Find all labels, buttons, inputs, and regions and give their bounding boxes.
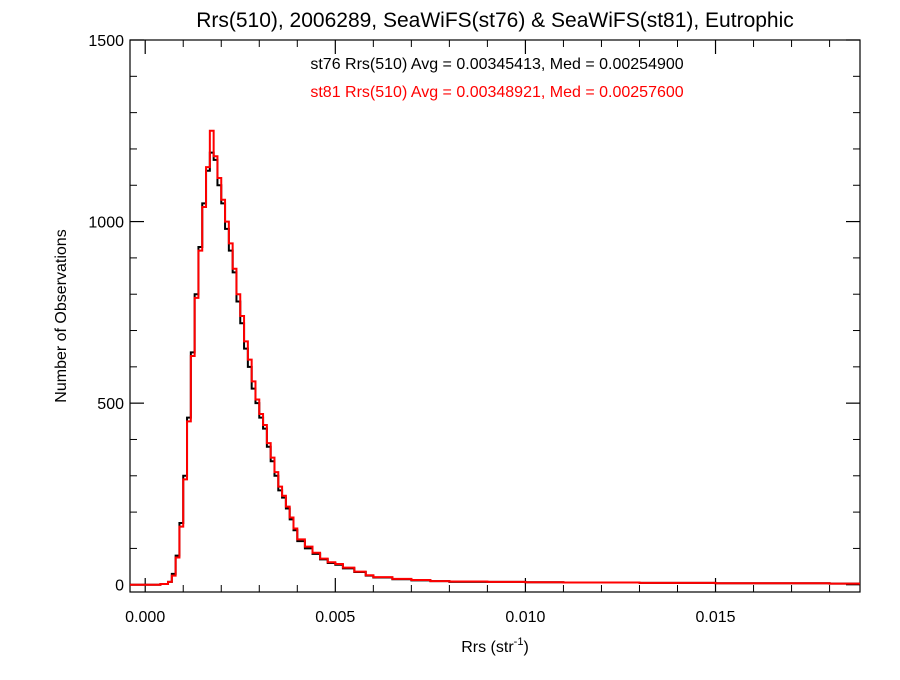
x-tick-label: 0.010 [505,609,545,626]
annotation-st76: st76 Rrs(510) Avg = 0.00345413, Med = 0.… [310,56,683,73]
y-tick-label: 0 [115,578,124,595]
annotation-st81: st81 Rrs(510) Avg = 0.00348921, Med = 0.… [310,84,683,101]
y-tick-label: 1500 [88,33,124,50]
x-tick-label: 0.015 [695,609,735,626]
series-line-st81 [130,129,860,586]
series-line-st76 [130,151,860,586]
chart-title: Rrs(510), 2006289, SeaWiFS(st76) & SeaWi… [196,9,794,32]
y-axis-label: Number of Observations [53,229,70,402]
y-tick-label: 500 [97,396,124,413]
x-axis-label-close: ) [523,639,528,656]
x-tick-label: 0.005 [315,609,355,626]
x-tick-label: 0.000 [125,609,165,626]
y-tick-label: 1000 [88,215,124,232]
x-axis: 0.000 0.005 0.010 0.015 [125,40,831,626]
series-layer [130,129,860,586]
y-axis: 0 500 1000 1500 [88,33,860,595]
x-axis-label-superscript: -1 [514,636,524,648]
x-axis-label-main: Rrs (str [461,639,514,656]
plot-frame [129,39,861,593]
x-axis-label: Rrs (str-1) [461,636,529,656]
